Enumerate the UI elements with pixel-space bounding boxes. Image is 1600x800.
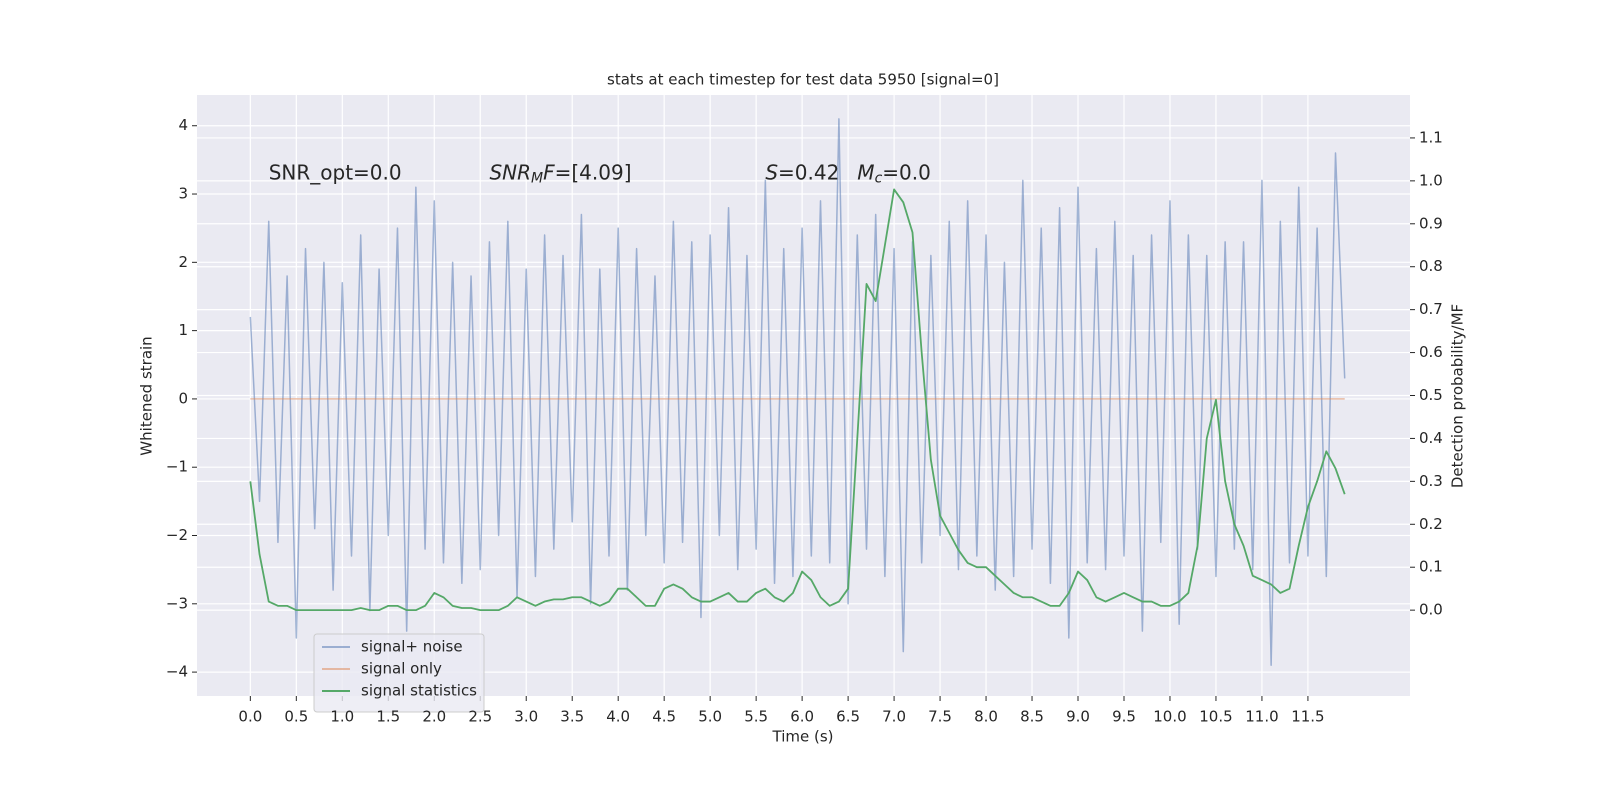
series-line [249, 118, 1346, 667]
x-tick-label: 9.0 [1066, 708, 1090, 726]
legend-box [313, 633, 485, 713]
y2-tick-label: 0.5 [1419, 386, 1443, 404]
x-tick-label: 8.5 [1020, 708, 1044, 726]
annotation-part: M [531, 171, 543, 187]
x-tick-label: 1.5 [376, 708, 400, 726]
x-tick-label: 7.5 [928, 708, 952, 726]
x-tick-label: 11.5 [1291, 708, 1324, 726]
chart-title: stats at each timestep for test data 595… [607, 71, 999, 89]
y2-tick-label: 0.9 [1419, 214, 1443, 232]
y-tick-label: −2 [166, 526, 188, 544]
x-axis-label: Time (s) [772, 728, 834, 746]
y2-tick-label: 0.1 [1419, 558, 1443, 576]
x-tick-label: 4.5 [652, 708, 676, 726]
annotation: SNRMF=[4.09] [489, 160, 631, 187]
y2-axis-label: Detection probability/MF [1449, 304, 1467, 488]
annotation-part: =0.0 [882, 160, 931, 184]
y2-tick-label: 0.3 [1419, 472, 1443, 490]
annotation-part: M [857, 160, 874, 184]
y-axis-label: Whitened strain [138, 336, 156, 455]
annotation: Mc=0.0 [857, 160, 931, 187]
x-tick-label: 4.0 [606, 708, 630, 726]
legend-label: signal only [361, 660, 442, 678]
annotation-part: SNR [489, 160, 531, 184]
x-tick-label: 0.0 [238, 708, 262, 726]
legend-label: signal statistics [361, 682, 477, 700]
x-tick-label: 7.0 [882, 708, 906, 726]
y-tick-label: 4 [178, 116, 188, 134]
x-tick-label: 0.5 [284, 708, 308, 726]
x-tick-label: 6.0 [790, 708, 814, 726]
annotation-part: c [875, 171, 883, 187]
series-line [249, 188, 1346, 612]
x-tick-label: 11.0 [1245, 708, 1278, 726]
annotation-part: =[4.09] [555, 160, 632, 184]
x-tick-label: 10.5 [1199, 708, 1232, 726]
x-tick-label: 1.0 [330, 708, 354, 726]
y2-tick-label: 0.2 [1419, 515, 1443, 533]
x-tick-label: 5.5 [744, 708, 768, 726]
annotation-part: S [765, 160, 778, 184]
x-tick-label: 2.5 [468, 708, 492, 726]
x-tick-label: 3.0 [514, 708, 538, 726]
x-tick-label: 6.5 [836, 708, 860, 726]
y2-tick-label: 0.8 [1419, 257, 1443, 275]
annotation-part: F [543, 160, 555, 184]
x-tick-label: 9.5 [1112, 708, 1136, 726]
annotation-part: SNR_opt=0.0 [269, 160, 402, 184]
legend-label: signal+ noise [361, 638, 463, 656]
y-tick-label: −4 [166, 663, 188, 681]
y-tick-label: 1 [178, 321, 188, 339]
y2-tick-label: 0.6 [1419, 343, 1443, 361]
annotation: SNR_opt=0.0 [269, 160, 402, 184]
y2-tick-label: 0.7 [1419, 300, 1443, 318]
y-tick-label: −1 [166, 458, 188, 476]
y2-tick-label: 0.4 [1419, 429, 1443, 447]
x-tick-label: 10.0 [1153, 708, 1186, 726]
x-tick-label: 2.0 [422, 708, 446, 726]
y-tick-label: 2 [178, 253, 188, 271]
y2-tick-label: 1.1 [1419, 128, 1443, 146]
y2-tick-label: 0.0 [1419, 601, 1443, 619]
y2-tick-label: 1.0 [1419, 171, 1443, 189]
annotation-part: =0.42 [778, 160, 839, 184]
y-tick-label: 0 [178, 389, 188, 407]
y-tick-label: −3 [166, 594, 188, 612]
x-tick-label: 3.5 [560, 708, 584, 726]
x-tick-label: 5.0 [698, 708, 722, 726]
x-tick-label: 8.0 [974, 708, 998, 726]
annotation: S=0.42 [765, 160, 839, 184]
y-tick-label: 3 [178, 185, 188, 203]
